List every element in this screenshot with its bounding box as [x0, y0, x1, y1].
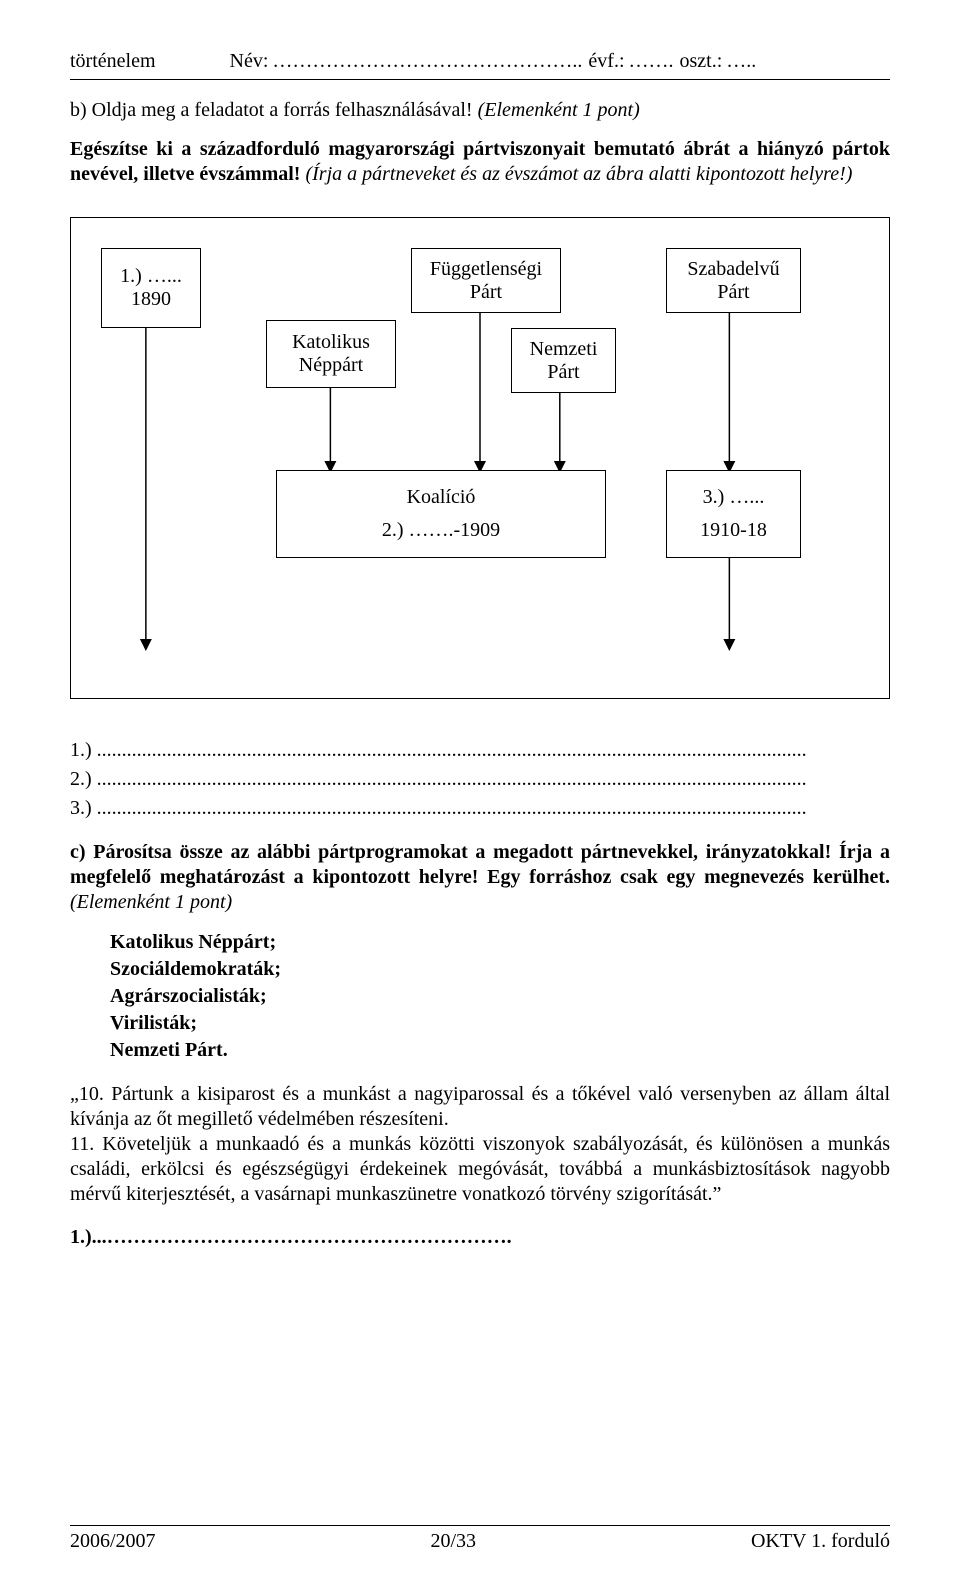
answer-b-3: 3.) ....................................…: [70, 797, 890, 820]
party-3: Agrárszocialisták;: [110, 983, 890, 1010]
diagram-box-koalicio: Koalíció 2.) …….-1909: [276, 470, 606, 558]
header-divider: [70, 79, 890, 80]
page-footer: 2006/2007 20/33 OKTV 1. forduló: [70, 1517, 890, 1553]
task-b-label: b) Oldja meg a feladatot a forrás felhas…: [70, 99, 478, 121]
footer-left: 2006/2007: [70, 1530, 156, 1553]
box1-line2: 1890: [131, 288, 171, 311]
party-1: Katolikus Néppárt;: [110, 929, 890, 956]
box6-line1: Koalíció: [407, 486, 476, 509]
party-2: Szociáldemokraták;: [110, 956, 890, 983]
task-c-points: (Elemenként 1 pont): [70, 891, 232, 913]
box1-line1: 1.) …...: [120, 265, 182, 288]
box7-line1: 3.) …...: [703, 486, 765, 509]
answer-b-2: 2.) ....................................…: [70, 768, 890, 791]
box7-line2: 1910-18: [700, 519, 767, 542]
box6-line2: 2.) …….-1909: [382, 519, 500, 542]
diagram-box-katolikus: Katolikus Néppárt: [266, 320, 396, 388]
box4-line1: Nemzeti: [530, 338, 598, 361]
footer-center: 20/33: [430, 1530, 476, 1553]
grade-label: évf.:: [588, 50, 624, 73]
class-label: oszt.:: [680, 50, 723, 73]
grade-dots: …….: [629, 50, 674, 73]
diagram-box-3: 3.) …... 1910-18: [666, 470, 801, 558]
task-c-answer-1: 1.)...…………………………………………………….: [70, 1226, 512, 1248]
class-dots: …..: [726, 50, 756, 73]
box5-line2: Párt: [717, 281, 749, 304]
answer-b-1: 1.) ....................................…: [70, 739, 890, 762]
party-list: Katolikus Néppárt; Szociáldemokraták; Ag…: [110, 929, 890, 1064]
footer-right: OKTV 1. forduló: [751, 1530, 890, 1553]
footer-divider: [70, 1525, 890, 1526]
task-b-points: (Elemenként 1 pont): [478, 99, 640, 121]
diagram-box-fuggetlensegi: Függetlenségi Párt: [411, 248, 561, 313]
diagram-box-szabadelvu: Szabadelvű Párt: [666, 248, 801, 313]
quote-block: „10. Pártunk a kisiparost és a munkást a…: [70, 1082, 890, 1207]
diagram-box-nemzeti: Nemzeti Párt: [511, 328, 616, 393]
box4-line2: Párt: [547, 361, 579, 384]
box5-line1: Szabadelvű: [687, 258, 779, 281]
party-5: Nemzeti Párt.: [110, 1037, 890, 1064]
diagram-container: 1.) …... 1890 Katolikus Néppárt Függetle…: [70, 217, 890, 699]
box3-line1: Függetlenségi: [430, 258, 542, 281]
box2-line1: Katolikus: [292, 331, 370, 354]
box2-line2: Néppárt: [299, 354, 363, 377]
subject-label: történelem: [70, 50, 156, 73]
name-label: Név:: [230, 50, 269, 73]
task-c-instruction: c) Párosítsa össze az alábbi pártprogram…: [70, 841, 890, 888]
task-b-instruction-italic: (Írja a pártneveket és az évszámot az áb…: [305, 163, 852, 185]
name-dots: ………………………………………..: [272, 50, 582, 73]
party-4: Virilisták;: [110, 1010, 890, 1037]
box3-line2: Párt: [470, 281, 502, 304]
diagram-box-1: 1.) …... 1890: [101, 248, 201, 328]
